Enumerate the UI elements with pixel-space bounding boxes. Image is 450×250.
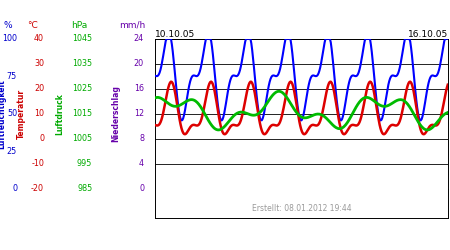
Text: mm/h: mm/h bbox=[120, 20, 146, 30]
Text: 75: 75 bbox=[7, 72, 17, 81]
Text: 25: 25 bbox=[7, 147, 17, 156]
Text: Erstellt: 08.01.2012 19:44: Erstellt: 08.01.2012 19:44 bbox=[252, 204, 351, 212]
Text: Temperatur: Temperatur bbox=[17, 89, 26, 139]
Text: 30: 30 bbox=[34, 59, 44, 68]
Text: 10.10.05: 10.10.05 bbox=[155, 30, 195, 39]
Text: hPa: hPa bbox=[71, 20, 87, 30]
Text: -20: -20 bbox=[31, 184, 44, 193]
Text: 16: 16 bbox=[134, 84, 144, 93]
Text: 40: 40 bbox=[34, 34, 44, 43]
Text: 12: 12 bbox=[134, 109, 144, 118]
Text: 995: 995 bbox=[77, 159, 92, 168]
Text: Luftdruck: Luftdruck bbox=[55, 93, 64, 135]
Text: Niederschlag: Niederschlag bbox=[112, 85, 121, 142]
Text: 4: 4 bbox=[139, 159, 144, 168]
Text: 1025: 1025 bbox=[72, 84, 92, 93]
Text: 0: 0 bbox=[39, 134, 44, 143]
Text: 10: 10 bbox=[34, 109, 44, 118]
Text: 1015: 1015 bbox=[72, 109, 92, 118]
Text: Luftfeuchtigkeit: Luftfeuchtigkeit bbox=[0, 79, 7, 148]
Text: 24: 24 bbox=[134, 34, 144, 43]
Text: %: % bbox=[4, 20, 13, 30]
Text: -10: -10 bbox=[31, 159, 44, 168]
Text: °C: °C bbox=[27, 20, 38, 30]
Text: 100: 100 bbox=[2, 34, 17, 43]
Text: 1045: 1045 bbox=[72, 34, 92, 43]
Text: 985: 985 bbox=[77, 184, 92, 193]
Text: 20: 20 bbox=[134, 59, 144, 68]
Text: 0: 0 bbox=[139, 184, 144, 193]
Text: 1035: 1035 bbox=[72, 59, 92, 68]
Text: 16.10.05: 16.10.05 bbox=[408, 30, 448, 39]
Text: 1005: 1005 bbox=[72, 134, 92, 143]
Text: 50: 50 bbox=[7, 109, 17, 118]
Text: 8: 8 bbox=[139, 134, 144, 143]
Text: 20: 20 bbox=[34, 84, 44, 93]
Text: 0: 0 bbox=[12, 184, 17, 193]
